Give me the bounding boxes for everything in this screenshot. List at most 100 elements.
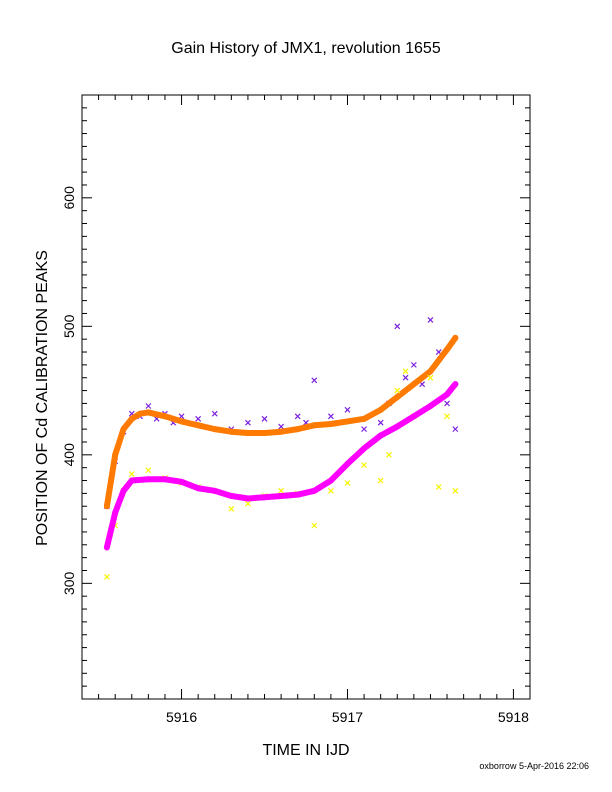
- upper_fit-point: [377, 406, 384, 413]
- upper_fit-point: [120, 426, 127, 433]
- lower_fit-point: [311, 487, 318, 494]
- upper_fit-point: [145, 409, 152, 416]
- upper_points-marker: [402, 374, 409, 381]
- lower_fit-point: [452, 381, 459, 388]
- y-tick-label: 400: [61, 443, 77, 467]
- upper_fit-point: [311, 422, 318, 429]
- lower_points-marker: [327, 487, 334, 494]
- y-tick-label: 600: [61, 186, 77, 210]
- lower_points-marker: [444, 413, 450, 420]
- lower_fit-point: [120, 487, 127, 494]
- upper_fit-point: [228, 428, 235, 435]
- axis-tick-labels: 5916 5917 5918 300 400 500 600: [61, 186, 529, 725]
- lower_points-marker: [228, 505, 235, 512]
- upper_points-marker: [261, 415, 268, 422]
- lower_points-marker: [311, 522, 318, 529]
- upper_points-marker: [294, 413, 301, 420]
- lower_fit-point: [112, 509, 119, 516]
- upper_fit-point: [344, 418, 351, 425]
- lower_fit-point: [178, 478, 185, 485]
- upper_points-marker: [394, 323, 401, 330]
- y-tick-label: 500: [61, 314, 77, 338]
- lower_points-marker: [344, 480, 351, 487]
- lower_fit-point: [161, 476, 168, 483]
- lower_fit-point: [128, 477, 135, 484]
- lower_fit-point: [410, 413, 417, 420]
- lower_points-marker: [361, 462, 367, 469]
- upper_points-marker: [278, 423, 285, 430]
- lower_fit-point: [377, 432, 384, 439]
- lower_fit-point: [228, 492, 235, 499]
- data-marks: [103, 316, 459, 580]
- upper_fit-point: [452, 334, 459, 341]
- chart-title: Gain History of JMX1, revolution 1655: [171, 40, 441, 57]
- upper_fit-point: [211, 426, 218, 433]
- upper_fit-point: [244, 429, 251, 436]
- lower_fit-point: [327, 477, 334, 484]
- upper_fit-point: [261, 429, 268, 436]
- upper_fit-point: [361, 415, 368, 422]
- y-axis-label: POSITION OF Cd CALIBRATION PEAKS: [34, 250, 51, 546]
- upper_fit-point: [112, 451, 119, 458]
- upper_fit-point: [294, 426, 301, 433]
- upper_points-marker: [410, 361, 417, 368]
- lower_points-marker: [435, 484, 442, 490]
- lower_fit-point: [244, 495, 251, 502]
- upper_points-marker: [377, 419, 384, 426]
- lower_fit-point: [261, 494, 268, 501]
- lower_points-marker: [402, 368, 409, 375]
- plot-frame: [81, 94, 531, 700]
- upper_fit-point: [161, 413, 168, 420]
- lower_points-marker: [145, 467, 152, 474]
- upper_points-marker: [245, 419, 251, 426]
- upper_points-marker: [444, 400, 450, 407]
- upper_points-marker: [361, 426, 367, 433]
- upper_fit-point: [427, 368, 434, 375]
- upper_fit-point: [137, 410, 144, 417]
- footer-credit: oxborrow 5-Apr-2016 22:06: [479, 761, 589, 771]
- lower_fit-point: [444, 391, 451, 398]
- x-tick-label: 5916: [166, 709, 197, 725]
- lower_points-marker: [377, 477, 384, 484]
- upper_fit-point: [394, 394, 401, 400]
- lower_fit-point: [145, 476, 152, 483]
- lower_points-marker: [386, 451, 392, 458]
- upper_fit-point: [128, 415, 135, 422]
- upper_fit-point: [410, 381, 417, 388]
- lower_fit-point: [361, 445, 368, 452]
- lower_fit-point: [294, 491, 301, 498]
- lower_fit-point: [394, 423, 401, 430]
- lower_points-marker: [128, 471, 135, 478]
- upper_fit-point: [444, 346, 451, 353]
- upper_points-marker: [427, 316, 434, 323]
- upper_points-marker: [327, 413, 334, 420]
- y-tick-label: 300: [61, 571, 77, 595]
- upper_fit-point: [278, 428, 285, 435]
- lower_points-marker: [103, 573, 110, 580]
- upper_points-marker: [145, 403, 152, 409]
- lower_points-marker: [245, 500, 251, 507]
- lower_points-marker: [452, 487, 459, 494]
- lower_fit-point: [103, 544, 110, 551]
- upper_fit-point: [103, 503, 110, 510]
- upper_points-marker: [211, 410, 218, 417]
- lower_fit-point: [427, 402, 434, 409]
- axis-ticks: [82, 95, 530, 699]
- lower_points-marker: [394, 387, 401, 394]
- lower_fit-line: [103, 381, 459, 551]
- lower_fit-point: [211, 487, 218, 494]
- lower_fit-point: [278, 492, 285, 499]
- x-tick-label: 5918: [498, 709, 529, 725]
- upper_fit-point: [327, 420, 334, 427]
- upper_fit-point: [178, 418, 185, 425]
- upper_points-marker: [344, 406, 351, 413]
- x-tick-label: 5917: [332, 709, 363, 725]
- upper_fit-point: [195, 422, 202, 429]
- lower_fit-point: [195, 485, 202, 492]
- lower_points-marker: [278, 487, 285, 494]
- x-axis-label: TIME IN IJD: [262, 742, 349, 759]
- lower_fit-point: [344, 460, 351, 467]
- lower_points-marker: [427, 374, 434, 381]
- upper_points-marker: [311, 377, 318, 384]
